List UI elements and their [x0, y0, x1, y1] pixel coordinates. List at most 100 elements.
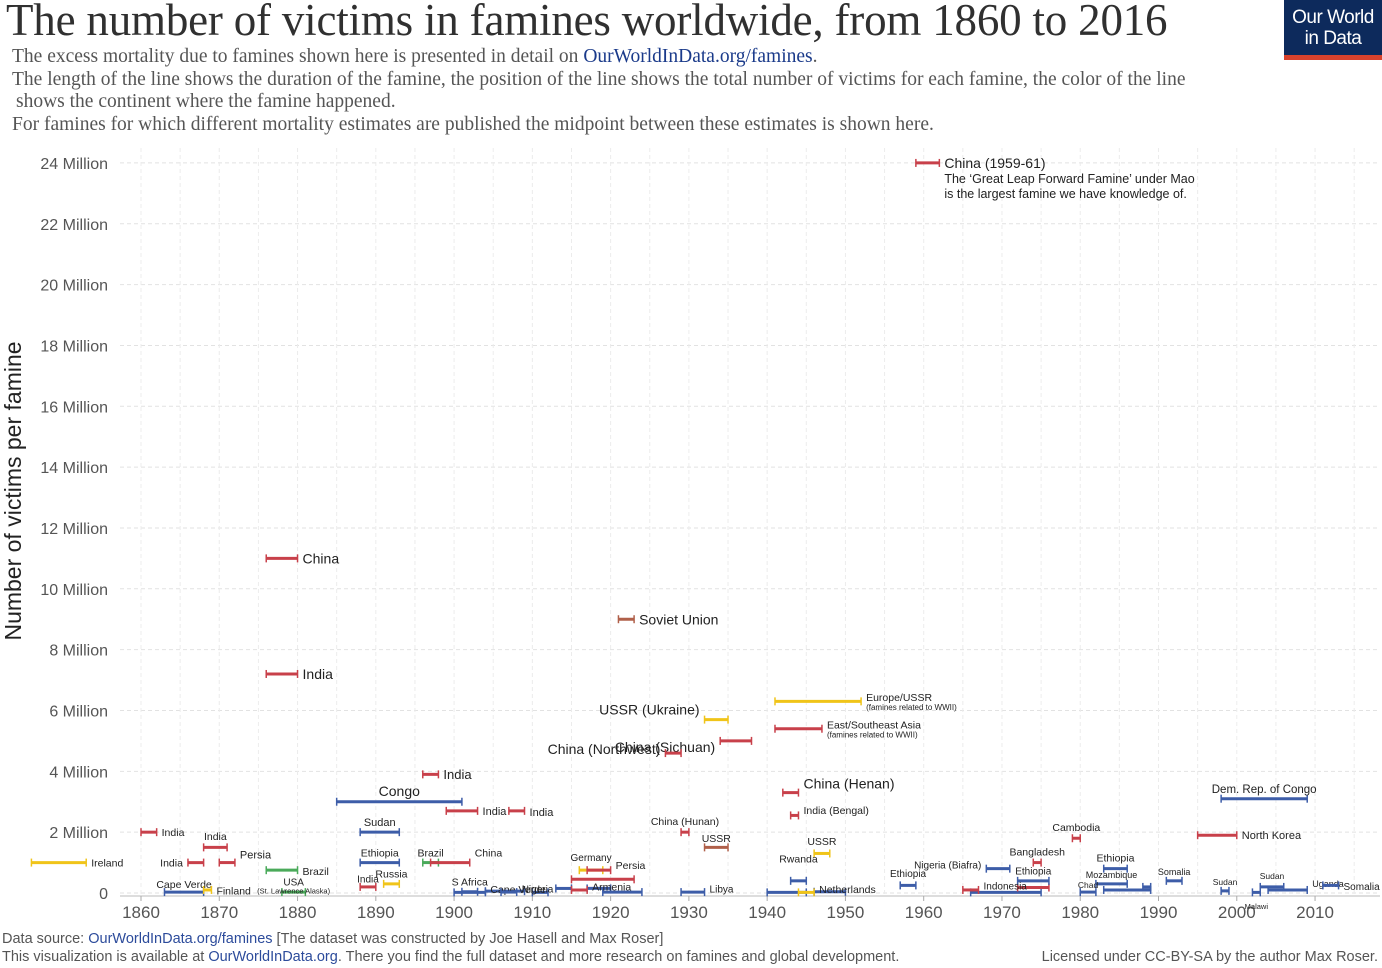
famine-label: India	[443, 767, 472, 782]
x-tick-label: 1970	[983, 903, 1021, 922]
famine-label: Cape Verde	[156, 879, 212, 891]
y-tick-label: 6 Million	[49, 703, 108, 720]
owid-logo[interactable]: Our World in Data	[1284, 0, 1382, 60]
famine-label: Chad	[1078, 880, 1099, 890]
famine-label: India (Bengal)	[803, 805, 868, 817]
famine-label: Sudan	[364, 817, 396, 829]
famine-label: Malawi	[1245, 902, 1269, 911]
famine-label: Somalia	[1344, 882, 1381, 893]
x-tick-label: 2000	[1218, 903, 1256, 922]
x-tick-label: 1930	[670, 903, 708, 922]
y-tick-label: 22 Million	[40, 217, 108, 234]
famine-sublabel: (St. Lawrence Alaska)	[257, 887, 330, 896]
famine-label: Finland	[216, 886, 251, 898]
famine-label: China	[475, 847, 503, 859]
y-tick-label: 8 Million	[49, 643, 108, 660]
y-tick-label: 12 Million	[40, 521, 108, 538]
famine-label: India	[483, 806, 508, 818]
famine-label: Brazil	[417, 847, 443, 859]
famine-label: China (Sichuan)	[615, 739, 715, 755]
famine-label: India	[530, 807, 555, 819]
subtitle-line-1: The excess mortality due to famines show…	[12, 46, 817, 68]
famine-label: Germany	[570, 853, 611, 864]
famine-note: (famines related to WWII)	[827, 731, 918, 740]
x-tick-label: 1980	[1061, 903, 1099, 922]
footer-license: Licensed under CC-BY-SA by the author Ma…	[1041, 949, 1378, 965]
famine-label: China	[303, 550, 340, 566]
famine-label: USSR	[702, 833, 732, 845]
logo-line-1: Our World	[1292, 7, 1374, 28]
famine-label: India	[357, 875, 379, 886]
subtitle-line-3: shows the continent where the famine hap…	[16, 91, 396, 112]
y-tick-label: 20 Million	[40, 278, 108, 295]
famine-label: Europe/USSR	[866, 692, 932, 704]
x-tick-label: 1950	[827, 903, 865, 922]
famine-label: Ethiopia	[361, 847, 399, 859]
famine-note: is the largest famine we have knowledge …	[944, 187, 1187, 201]
x-tick-label: 1910	[513, 903, 551, 922]
y-tick-label: 16 Million	[40, 399, 108, 416]
x-tick-label: 1990	[1140, 903, 1178, 922]
x-tick-label: 2010	[1296, 903, 1334, 922]
x-tick-label: 1890	[357, 903, 395, 922]
subtitle-line-4: For famines for which different mortalit…	[12, 114, 934, 135]
famine-note: (famines related to WWII)	[866, 703, 957, 712]
famine-label: USSR (Ukraine)	[599, 702, 699, 718]
famine-label: USA	[283, 878, 304, 889]
x-tick-label: 1920	[592, 903, 630, 922]
x-tick-label: 1860	[122, 903, 160, 922]
y-axis-label: Number of victims per famine	[0, 341, 26, 640]
famine-label: Sudan	[1213, 877, 1238, 887]
famine-label: Sudan	[1260, 871, 1285, 881]
famine-label: Ireland	[91, 857, 123, 869]
x-tick-label: 1940	[748, 903, 786, 922]
famine-label: East/Southeast Asia	[827, 720, 921, 732]
famine-label: Persia	[616, 860, 646, 872]
famine-label: Netherlands	[819, 884, 876, 896]
subtitle-text: The excess mortality due to famines show…	[12, 46, 584, 67]
famine-label: USSR	[807, 836, 837, 848]
subtitle-period: .	[812, 46, 818, 67]
footer-source: Data source: OurWorldInData.org/famines …	[2, 931, 663, 947]
famine-label: China (1959-61)	[944, 155, 1045, 171]
x-tick-label: 1880	[279, 903, 317, 922]
y-tick-label: 2 Million	[49, 825, 108, 842]
footer-source-prefix: Data source:	[2, 931, 89, 947]
chart-title: The number of victims in famines worldwi…	[6, 0, 1168, 45]
x-tick-label: 1960	[905, 903, 943, 922]
famine-label: Nigeria	[522, 885, 554, 896]
famine-label: Nigeria (Biafra)	[914, 860, 981, 871]
y-tick-label: 18 Million	[40, 338, 108, 355]
footer-viz-link[interactable]: OurWorldInData.org	[208, 949, 338, 965]
footer-source-rest: [The dataset was constructed by Joe Hase…	[272, 931, 664, 947]
famine-label: China (Hunan)	[651, 816, 719, 828]
famine-label: Indonesia	[983, 882, 1027, 893]
famine-label: Mozambique	[1086, 870, 1138, 880]
famine-label: Ethiopia	[890, 869, 927, 880]
x-tick-label: 1870	[200, 903, 238, 922]
famine-note: The ‘Great Leap Forward Famine’ under Ma…	[944, 172, 1194, 186]
famine-label: Bangladesh	[1009, 846, 1065, 858]
y-tick-label: 14 Million	[40, 460, 108, 477]
famine-label: Somalia	[1158, 867, 1191, 877]
famine-label: China (Northwest)	[548, 741, 661, 757]
famine-label: Ethiopia	[1096, 852, 1134, 864]
famine-label: Dem. Rep. of Congo	[1212, 784, 1317, 796]
famine-label: Russia	[375, 869, 407, 881]
famine-label: Libya	[710, 885, 734, 896]
famines-link[interactable]: OurWorldInData.org/famines	[583, 46, 813, 67]
famine-label: India	[303, 666, 334, 682]
x-tick-label: 1900	[435, 903, 473, 922]
subtitle-line-2: The length of the line shows the duratio…	[12, 69, 1186, 90]
famine-label: Brazil	[303, 866, 329, 878]
y-tick-label: 4 Million	[49, 764, 108, 781]
y-tick-label: 0	[99, 886, 108, 903]
famine-label: China (Henan)	[803, 776, 894, 792]
footer-viz: This visualization is available at OurWo…	[2, 949, 899, 965]
famine-label: Congo	[379, 783, 420, 799]
famine-label: India	[162, 827, 185, 839]
famine-label: India	[160, 857, 183, 869]
logo-line-2: in Data	[1304, 28, 1362, 49]
footer-source-link[interactable]: OurWorldInData.org/famines	[88, 931, 273, 947]
